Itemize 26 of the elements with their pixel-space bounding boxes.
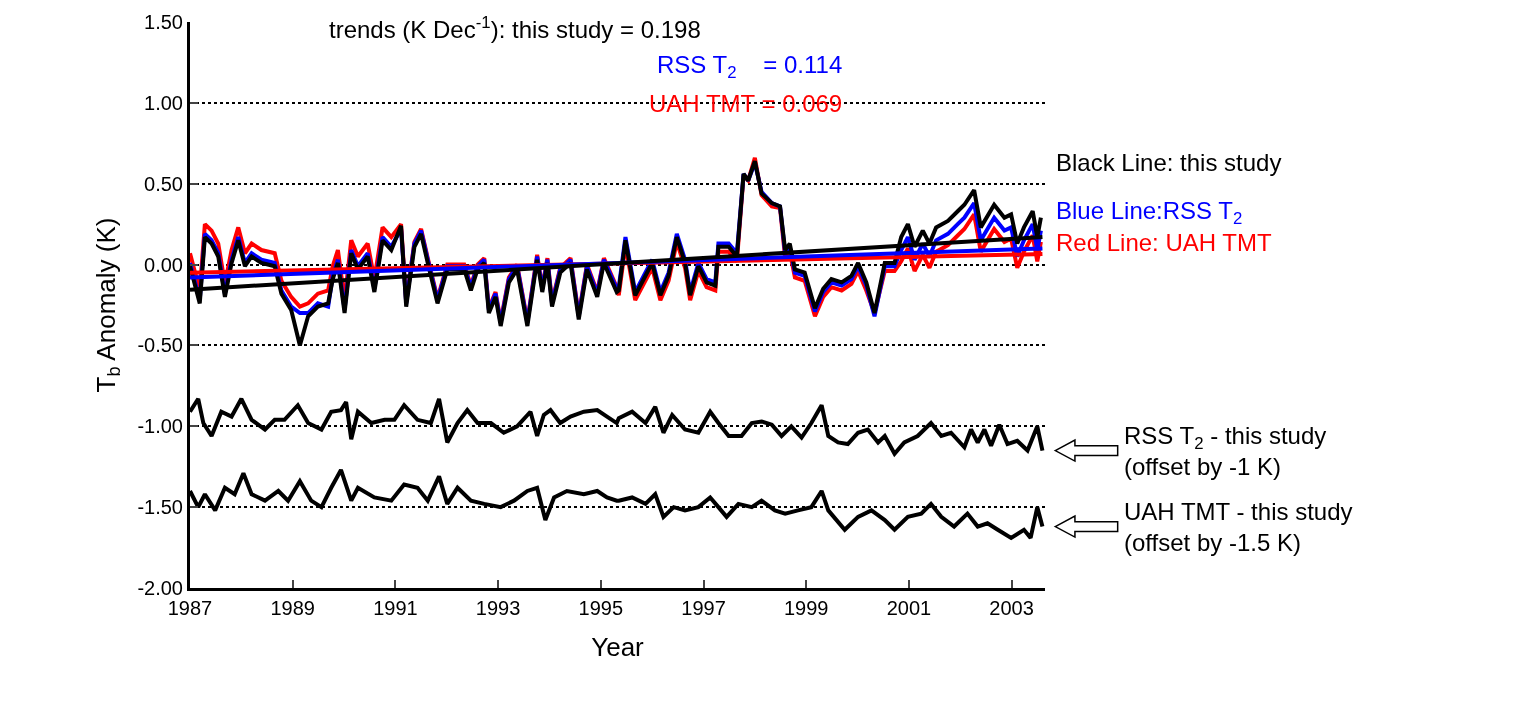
x-tick-label: 1995	[578, 597, 624, 619]
series-label: Red Line: UAH TMT	[1056, 229, 1272, 256]
x-tick-label: 1987	[167, 597, 213, 619]
y-tick-label: 0.00	[144, 253, 183, 276]
x-tick-label: 2003	[989, 597, 1034, 619]
y-tick-label: 1.50	[144, 11, 183, 33]
legend-label: RSS T$_{2}$ - this study (offset by -1 K)	[1124, 422, 1327, 481]
x-tick-label: 1993	[475, 597, 521, 619]
x-tick-label: 1989	[270, 597, 315, 619]
annotation: UAH TMT = 0.069	[649, 90, 843, 117]
y-tick-label: -1.50	[137, 496, 183, 519]
series-label: Blue Line:RSS T$_{2}$	[1056, 197, 1243, 229]
y-tick-label: -2.00	[137, 577, 183, 599]
y-tick-label: 0.50	[144, 172, 183, 195]
text: RSS T$_{2}$ = 0.114	[657, 51, 843, 83]
x-tick-label: 2001	[886, 597, 932, 619]
x-axis-title: Year	[591, 631, 645, 662]
y-tick-label: 1.00	[144, 91, 183, 114]
y-tick-label: -0.50	[137, 334, 183, 357]
x-tick-label: 1999	[783, 597, 829, 619]
x-tick-label: 1997	[681, 597, 726, 619]
legend-label: UAH TMT - this study (offset by -1.5 K)	[1124, 498, 1353, 557]
y-tick-label: -1.00	[137, 415, 183, 438]
x-tick-label: 1991	[373, 597, 418, 619]
series-label: Black Line: this study	[1056, 149, 1282, 176]
annotation: trends (K Dec$^{-1}$): this study = 0.198	[329, 13, 701, 44]
